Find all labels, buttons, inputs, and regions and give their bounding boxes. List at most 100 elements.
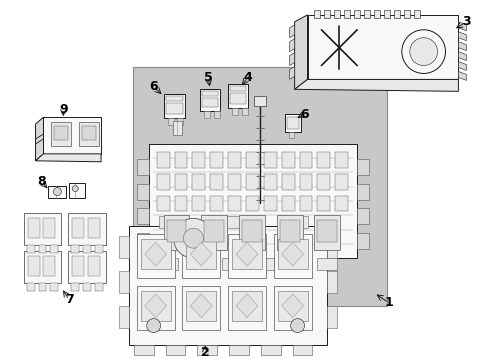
Bar (232, 108, 238, 115)
Polygon shape (457, 62, 466, 71)
Text: 7: 7 (65, 293, 74, 306)
Bar (356, 233, 368, 249)
Circle shape (146, 319, 160, 333)
Bar (167, 118, 173, 125)
Bar (264, 195, 276, 211)
Bar (253, 96, 265, 106)
Bar (137, 286, 174, 329)
Bar (50, 245, 58, 253)
Bar (192, 174, 205, 190)
Bar (79, 122, 99, 146)
Text: 5: 5 (203, 71, 212, 84)
Bar (299, 174, 312, 190)
Polygon shape (236, 242, 257, 266)
Bar (218, 216, 247, 228)
Bar (182, 234, 220, 278)
Text: 2: 2 (201, 346, 209, 359)
Bar (165, 346, 185, 355)
Text: 4: 4 (243, 71, 252, 84)
Text: 6: 6 (149, 80, 158, 93)
Bar (95, 283, 103, 291)
Bar (71, 283, 79, 291)
Bar (137, 159, 148, 175)
Bar (264, 174, 276, 190)
Bar (273, 286, 311, 329)
Bar (292, 346, 312, 355)
Bar (229, 346, 248, 355)
Bar (141, 291, 170, 321)
Bar (403, 10, 409, 18)
Bar (232, 239, 262, 269)
Bar (277, 216, 307, 228)
Polygon shape (148, 144, 356, 258)
Bar (54, 126, 68, 140)
Bar (119, 306, 129, 328)
Text: 3: 3 (461, 15, 470, 28)
Bar (253, 258, 273, 270)
Bar (317, 258, 337, 270)
Polygon shape (294, 15, 307, 89)
Bar (383, 10, 389, 18)
Bar (230, 93, 245, 104)
Bar (88, 219, 100, 238)
Bar (228, 195, 241, 211)
Circle shape (72, 186, 78, 192)
Bar (314, 10, 320, 18)
Bar (373, 10, 379, 18)
Bar (192, 195, 205, 211)
Bar (326, 271, 337, 293)
Bar (393, 10, 399, 18)
Polygon shape (133, 67, 386, 306)
Bar (245, 152, 258, 168)
Bar (50, 283, 58, 291)
Bar (182, 286, 220, 329)
Bar (260, 346, 280, 355)
Bar (210, 174, 223, 190)
Bar (141, 239, 170, 269)
Bar (228, 174, 241, 190)
Polygon shape (36, 117, 43, 161)
Circle shape (53, 188, 61, 195)
Bar (279, 220, 299, 242)
Bar (26, 283, 35, 291)
Bar (119, 271, 129, 293)
Bar (210, 195, 223, 211)
Bar (83, 283, 91, 291)
Polygon shape (307, 15, 457, 80)
Bar (165, 96, 183, 101)
Polygon shape (281, 294, 303, 318)
Bar (200, 89, 220, 111)
Polygon shape (457, 51, 466, 60)
Bar (222, 258, 242, 270)
Bar (165, 103, 183, 114)
Bar (202, 91, 218, 96)
Bar (177, 118, 183, 125)
Bar (186, 291, 216, 321)
Bar (119, 236, 129, 258)
Polygon shape (43, 117, 101, 154)
Bar (129, 226, 326, 346)
Bar (356, 208, 368, 224)
Bar (137, 233, 148, 249)
Bar (281, 195, 294, 211)
Bar (172, 121, 182, 135)
Bar (334, 10, 340, 18)
Bar (356, 159, 368, 175)
Circle shape (409, 38, 437, 66)
Bar (27, 219, 40, 238)
Bar (281, 152, 294, 168)
Bar (23, 251, 61, 283)
Circle shape (183, 228, 203, 248)
Text: 6: 6 (300, 108, 308, 121)
Bar (413, 10, 419, 18)
Circle shape (290, 319, 304, 333)
Bar (364, 10, 369, 18)
Bar (317, 195, 330, 211)
Bar (23, 213, 61, 245)
Bar (39, 245, 46, 253)
Bar (232, 291, 262, 321)
Bar (68, 251, 106, 283)
Bar (137, 184, 148, 199)
Circle shape (173, 219, 213, 258)
Polygon shape (190, 294, 212, 318)
